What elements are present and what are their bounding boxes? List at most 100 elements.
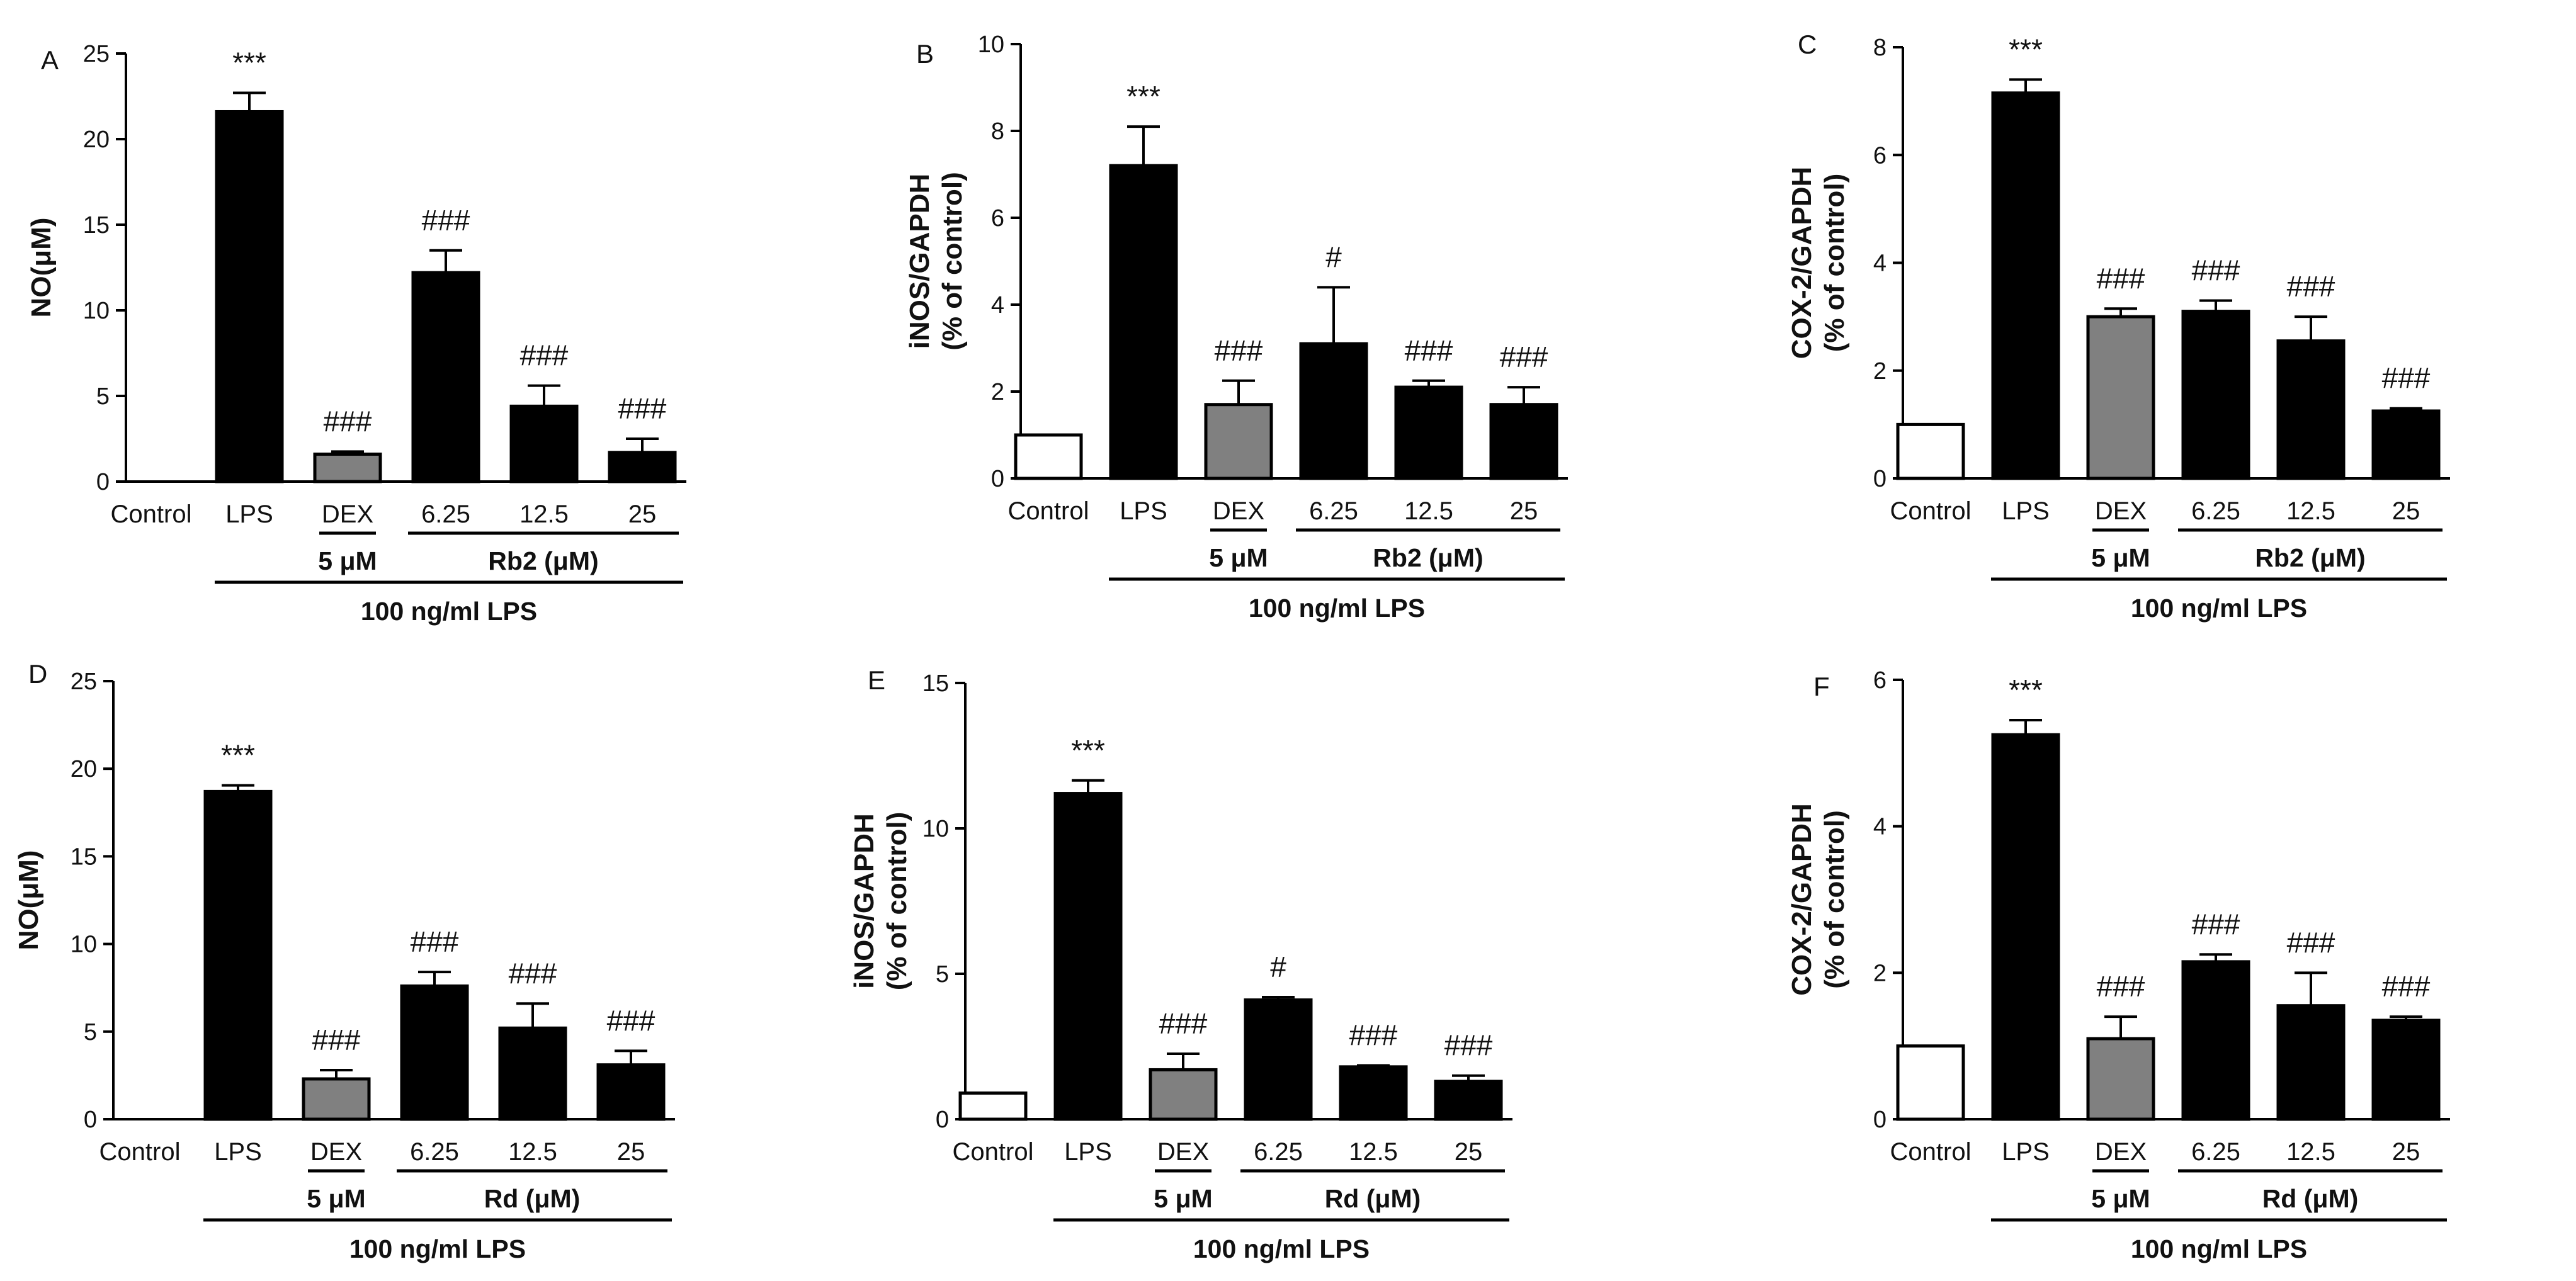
- x-category-label: 12.5: [2286, 1138, 2335, 1166]
- significance-label: ###: [1159, 1007, 1208, 1040]
- x-category-label: LPS: [2002, 1138, 2050, 1166]
- bar-6-25: [1244, 998, 1313, 1121]
- y-tick-label: 2: [1873, 960, 1887, 986]
- x-category-label: DEX: [322, 500, 373, 528]
- bar-25: [608, 451, 677, 483]
- y-tick-label: 4: [1873, 251, 1887, 277]
- bar-12-5: [1339, 1065, 1408, 1121]
- x-category-label: Control: [953, 1138, 1034, 1166]
- bar-12-5: [1394, 385, 1463, 480]
- bar-6-25: [400, 984, 469, 1121]
- y-axis-label: (% of control): [882, 812, 912, 991]
- y-axis-label: (% of control): [1819, 174, 1850, 353]
- y-axis-label: NO(μM): [13, 850, 44, 951]
- significance-label: ###: [509, 957, 557, 990]
- bar-12-5: [2276, 339, 2346, 480]
- x-category-label: 25: [1510, 497, 1538, 525]
- significance-label: ***: [232, 47, 266, 79]
- x-category-label: Control: [1008, 497, 1089, 525]
- y-axis-label: NO(μM): [26, 218, 57, 318]
- bar-dex: [302, 1077, 371, 1121]
- bar-25: [1489, 403, 1558, 480]
- lps-treatment-label: 100 ng/ml LPS: [361, 597, 537, 626]
- chart-panel-c: C 0 2 4 6 8 COX-2/GAPDH (% of control) Control **…: [1786, 30, 2450, 623]
- lps-treatment-label: 100 ng/ml LPS: [2131, 594, 2307, 623]
- y-tick-label: 2: [991, 379, 1004, 405]
- significance-label: ***: [1071, 734, 1105, 767]
- y-tick-label: 10: [978, 31, 1004, 58]
- x-category-label: 12.5: [2286, 497, 2335, 525]
- bar-dex: [1204, 403, 1273, 480]
- y-tick-label: 25: [71, 669, 97, 695]
- y-axis-label: iNOS/GAPDH: [849, 813, 880, 989]
- significance-label: ###: [520, 339, 569, 372]
- bar-6-25: [411, 271, 480, 483]
- x-category-label: LPS: [1064, 1138, 1112, 1166]
- bar-25: [2371, 409, 2441, 480]
- x-category-label: DEX: [310, 1138, 362, 1166]
- y-tick-label: 6: [1873, 667, 1887, 694]
- significance-label: ###: [2287, 926, 2335, 959]
- dex-dose-label: 5 μM: [1209, 543, 1268, 572]
- significance-label: ###: [1405, 334, 1453, 367]
- lps-treatment-label: 100 ng/ml LPS: [349, 1234, 526, 1263]
- panel-letter: B: [916, 39, 934, 69]
- lps-treatment-label: 100 ng/ml LPS: [1249, 594, 1425, 623]
- x-category-label: 25: [617, 1138, 645, 1166]
- drug-dose-label: Rd (μM): [1325, 1184, 1421, 1213]
- x-category-label: DEX: [2095, 497, 2147, 525]
- x-category-label: 6.25: [1309, 497, 1358, 525]
- chart-panel-f: F 0 2 4 6 COX-2/GAPDH (% of control) Control ***…: [1786, 667, 2450, 1263]
- bar-25: [596, 1063, 666, 1121]
- y-tick-label: 10: [922, 816, 949, 842]
- panel-letter: A: [41, 45, 59, 75]
- significance-label: ###: [312, 1024, 361, 1056]
- y-tick-label: 4: [991, 292, 1004, 319]
- y-tick-label: 15: [922, 670, 949, 697]
- y-tick-label: 0: [991, 466, 1004, 492]
- bar-6-25: [1299, 342, 1368, 480]
- bar-lps: [1053, 792, 1123, 1121]
- bar-control: [1896, 422, 1965, 480]
- significance-label: ###: [607, 1004, 655, 1037]
- significance-label: ***: [2009, 674, 2043, 706]
- x-category-label: 25: [1455, 1138, 1483, 1166]
- dex-dose-label: 5 μM: [307, 1184, 365, 1213]
- dex-dose-label: 5 μM: [1154, 1184, 1212, 1213]
- significance-label: ###: [411, 925, 459, 958]
- x-category-label: Control: [1890, 497, 1972, 525]
- bar-6-25: [2181, 960, 2250, 1121]
- panel-letter: E: [868, 665, 885, 695]
- y-tick-label: 5: [84, 1019, 97, 1046]
- significance-label: #: [1270, 951, 1286, 983]
- chart-panel-d: D 0 5 10 15 20 25 NO(μM) Control *** LPS ### DEX ### 6…: [13, 659, 675, 1263]
- bar-control: [1014, 433, 1083, 480]
- x-category-label: DEX: [2095, 1138, 2147, 1166]
- y-axis-label: (% of control): [937, 172, 968, 351]
- x-category-label: Control: [111, 500, 192, 528]
- x-category-label: 12.5: [519, 500, 569, 528]
- x-category-label: LPS: [225, 500, 273, 528]
- y-tick-label: 15: [71, 844, 97, 870]
- significance-label: ***: [221, 739, 255, 772]
- significance-label: ###: [2192, 908, 2240, 940]
- x-category-label: 6.25: [1254, 1138, 1303, 1166]
- x-category-label: LPS: [2002, 497, 2050, 525]
- dex-dose-label: 5 μM: [2091, 1184, 2150, 1213]
- y-tick-label: 10: [83, 298, 110, 324]
- significance-label: ###: [2192, 254, 2240, 286]
- bar-dex: [2086, 315, 2155, 480]
- y-tick-label: 5: [96, 383, 110, 410]
- dex-dose-label: 5 μM: [318, 546, 377, 575]
- y-axis-label: COX-2/GAPDH: [1786, 167, 1817, 359]
- panel-letter: F: [1813, 672, 1830, 701]
- x-category-label: 6.25: [410, 1138, 459, 1166]
- y-tick-label: 5: [936, 961, 949, 988]
- bar-25: [2371, 1019, 2441, 1121]
- drug-dose-label: Rd (μM): [2262, 1184, 2359, 1213]
- panel-letter: C: [1798, 30, 1817, 59]
- x-category-label: 12.5: [508, 1138, 557, 1166]
- bar-dex: [1149, 1068, 1218, 1121]
- significance-label: ###: [324, 405, 372, 437]
- y-tick-label: 25: [83, 41, 110, 67]
